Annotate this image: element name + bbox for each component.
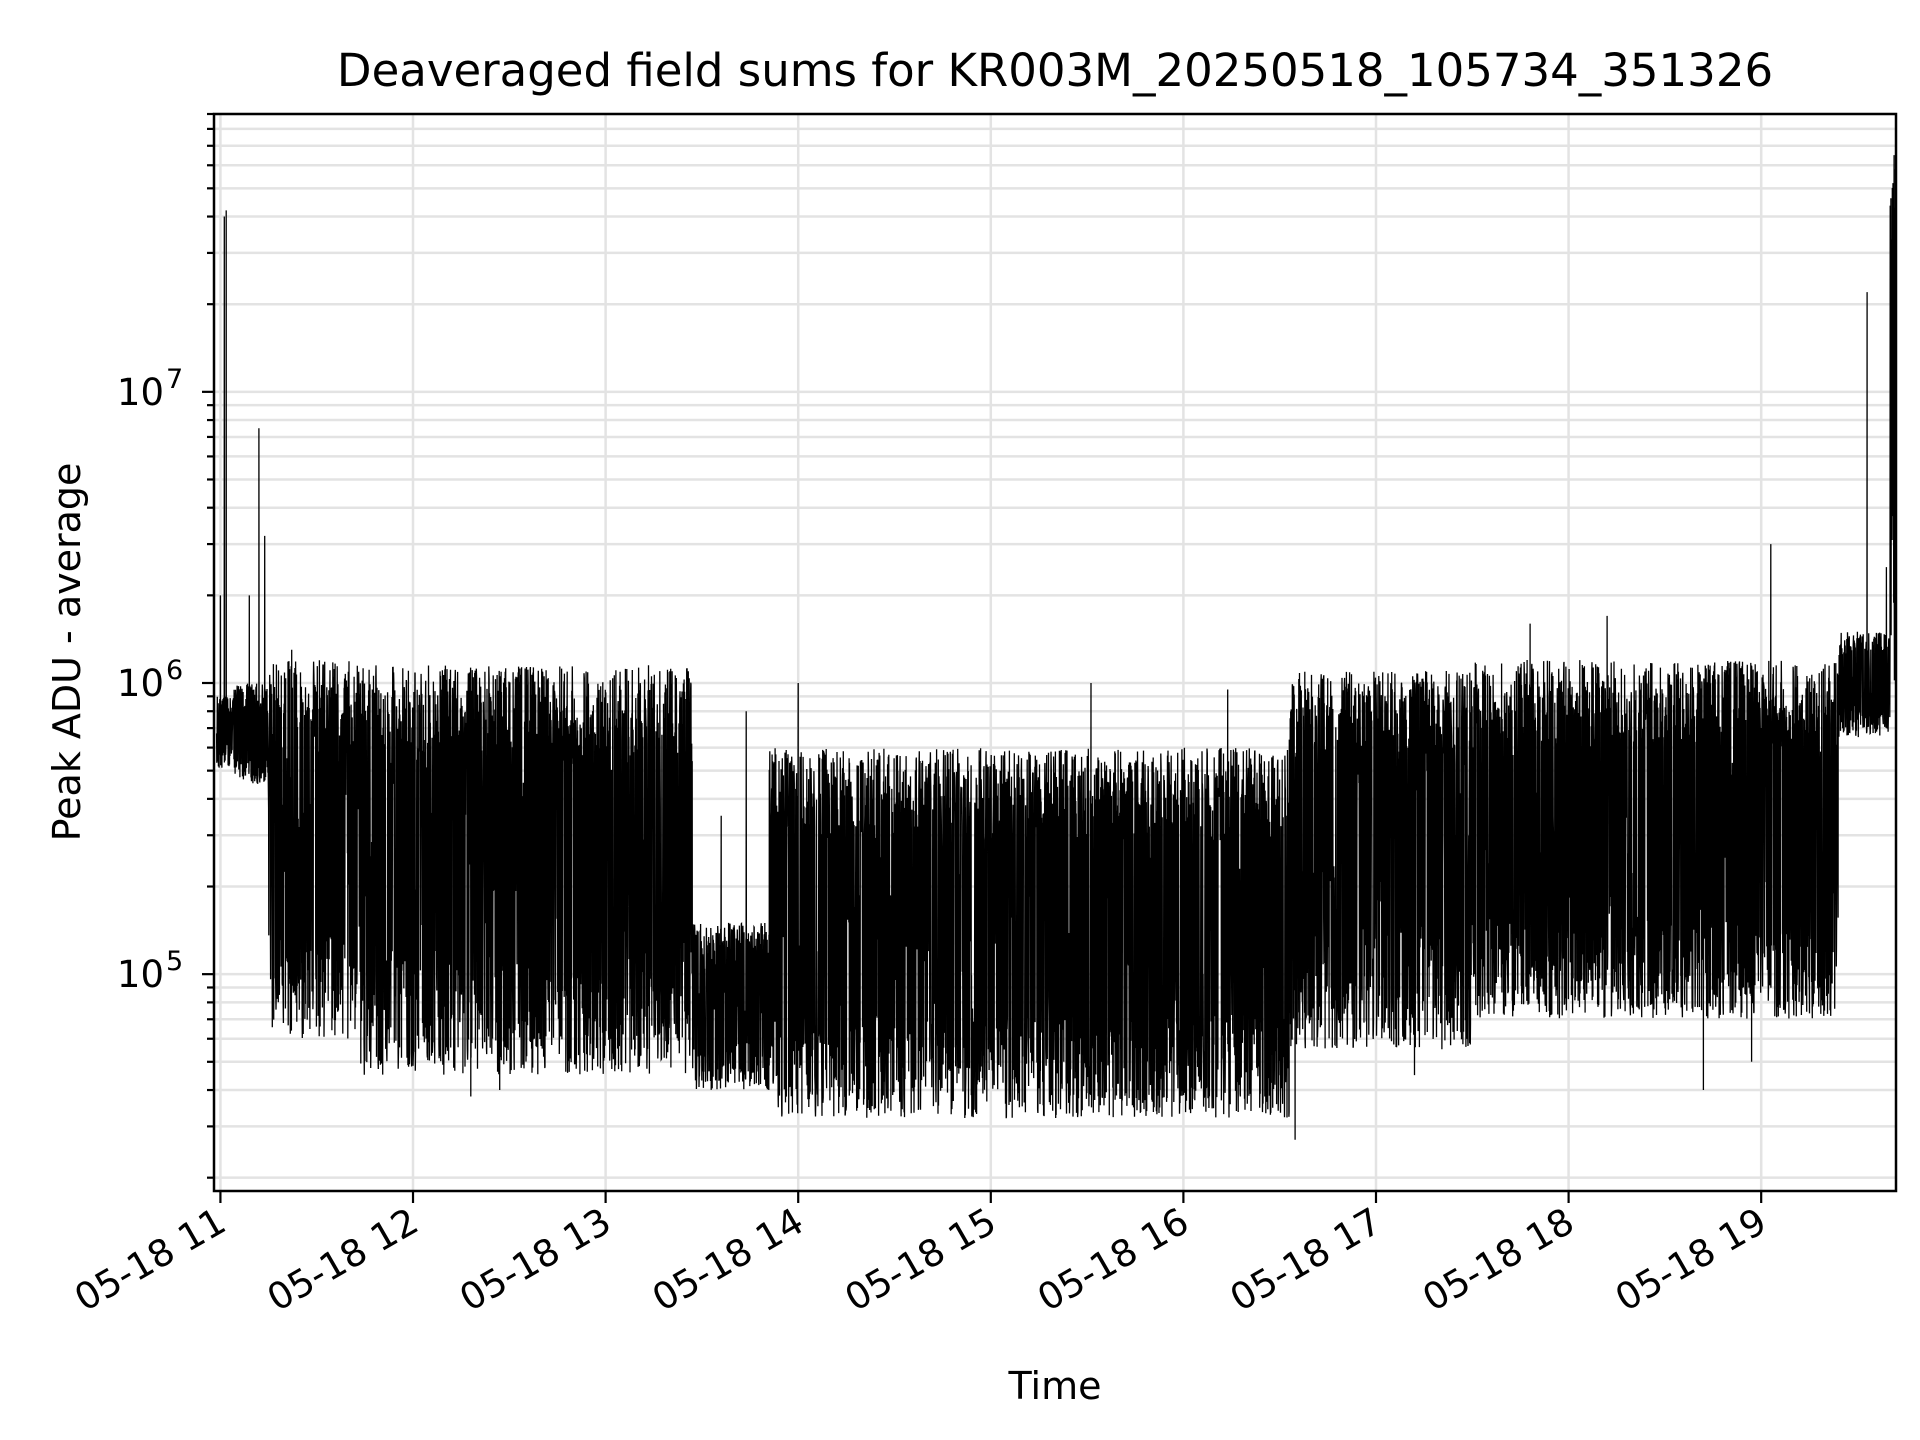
x-tick-label: 05-18 15 <box>838 1200 1004 1320</box>
x-tick-label: 05-18 16 <box>1030 1200 1196 1320</box>
y-tick-label: 10 <box>117 953 164 996</box>
y-tick-exponent: 5 <box>166 946 183 977</box>
x-tick-label: 05-18 13 <box>453 1200 619 1320</box>
x-tick-label: 05-18 12 <box>260 1200 426 1320</box>
x-tick-label: 05-18 18 <box>1416 1200 1582 1320</box>
x-axis-label: Time <box>1008 1364 1102 1408</box>
chart-title: Deaveraged field sums for KR003M_2025051… <box>337 44 1773 97</box>
y-tick-label: 10 <box>117 662 164 705</box>
series-line <box>215 155 1897 1140</box>
y-tick-exponent: 6 <box>166 655 183 686</box>
y-tick-exponent: 7 <box>166 364 183 395</box>
x-tick-label: 05-18 17 <box>1223 1200 1389 1320</box>
y-axis-label: Peak ADU - average <box>45 463 89 842</box>
series-layer <box>215 155 1897 1140</box>
plot-frame <box>212 112 1898 1193</box>
x-tick-label: 05-18 11 <box>67 1200 233 1320</box>
x-tick-label: 05-18 19 <box>1608 1200 1774 1320</box>
y-tick-label: 10 <box>117 371 164 414</box>
x-tick-label: 05-18 14 <box>645 1200 811 1320</box>
